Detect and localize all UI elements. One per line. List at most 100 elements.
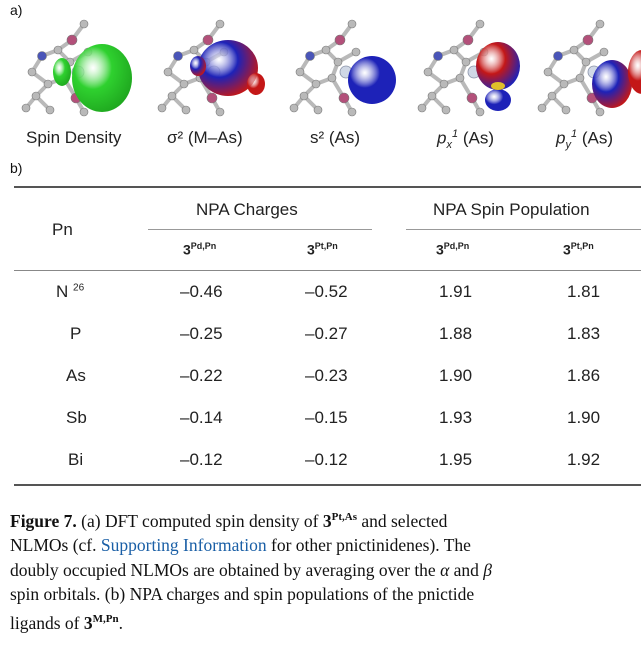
caption-text: doubly occupied NLMOs are obtained by av…	[10, 559, 441, 580]
orbital-caption-s: s² (As)	[310, 128, 361, 147]
compound-superscript: Pd,Pn	[443, 241, 470, 251]
px-as-orbital-image	[410, 12, 530, 122]
caption-line: NLMOs (cf. Supporting Information for ot…	[10, 533, 641, 558]
row-label-pn: N 26	[56, 282, 84, 302]
group-header-npa-spin-population: NPA Spin Population	[433, 200, 590, 219]
orbital-symbol: p	[556, 128, 566, 148]
orbital-atom: (As)	[577, 128, 613, 148]
caption-text: .	[118, 612, 123, 633]
group-rule-spin	[406, 229, 641, 230]
column-header-pn: Pn	[52, 220, 73, 239]
spin-lobe	[72, 44, 132, 112]
pn-symbol: Sb	[66, 408, 87, 427]
orbital-subscript: y	[565, 139, 571, 152]
compound-number: 3	[436, 241, 444, 258]
orbital-lobe-positive	[198, 40, 258, 96]
compound-ref: 3	[83, 612, 93, 633]
compound-number: 3	[563, 241, 571, 258]
pn-symbol: As	[66, 366, 86, 385]
table-cell: –0.25	[180, 324, 223, 343]
table-cell: 1.86	[567, 366, 601, 385]
table-cell: –0.22	[180, 366, 223, 385]
orbital-lobe-negative	[247, 73, 265, 95]
sigma-m-as-orbital-image	[150, 12, 270, 122]
compound-number: 3	[307, 241, 315, 258]
compound-superscript: Pt,Pn	[570, 241, 594, 251]
pn-symbol: N	[56, 282, 69, 301]
table-cell: 1.91	[439, 282, 473, 301]
pn-symbol: P	[70, 324, 82, 343]
orbital-lobe-negative	[476, 42, 520, 90]
table-cell: –0.46	[180, 282, 223, 301]
panel-a-label: a)	[10, 2, 23, 18]
orbital-subscript: x	[446, 139, 452, 152]
caption-text: and selected	[356, 510, 448, 531]
orbital-lobe	[348, 56, 396, 104]
table-cell: 1.92	[567, 450, 601, 469]
caption-line: spin orbitals. (b) NPA charges and spin …	[10, 584, 475, 605]
orbital-lobe-positive	[190, 56, 206, 76]
table-cell: –0.52	[305, 282, 348, 301]
caption-text: NLMOs (cf.	[10, 535, 101, 556]
caption-text: ligands of	[10, 612, 84, 633]
compound-number: 3	[183, 241, 191, 258]
panel-b-label: b)	[10, 160, 23, 176]
table-cell: –0.12	[305, 450, 348, 469]
table-top-rule	[14, 186, 641, 188]
group-rule-charges	[148, 229, 372, 230]
compound-superscript: Pd,Pn	[190, 241, 217, 251]
orbital-symbol: p	[437, 128, 447, 148]
column-header: 3Pd,Pn	[183, 241, 216, 258]
table-cell: 1.90	[439, 366, 473, 385]
spin-density-image	[14, 12, 134, 122]
orbital-caption-py: py1 (As)	[556, 128, 613, 151]
compound-ref: 3	[322, 510, 332, 531]
figure-label: Figure 7.	[10, 510, 77, 531]
column-header: 3Pd,Pn	[436, 241, 469, 258]
table-cell: 1.83	[567, 324, 601, 343]
reference-superscript: 26	[73, 282, 85, 294]
alpha-symbol: α	[440, 559, 450, 580]
row-label-pn: Bi	[68, 450, 83, 470]
table-cell: –0.27	[305, 324, 348, 343]
s-as-orbital-image	[282, 12, 402, 122]
compound-superscript: Pt,Pn	[314, 241, 338, 251]
orbital-lobe-positive	[592, 60, 632, 108]
orbital-superscript: 1	[570, 128, 578, 140]
group-header-npa-charges: NPA Charges	[196, 200, 298, 219]
table-cell: –0.12	[180, 450, 223, 469]
caption-line: ligands of 3M,Pn.	[10, 607, 641, 635]
orbital-caption-spin-density: Spin Density	[26, 128, 122, 147]
table-cell: 1.93	[439, 408, 473, 427]
table-cell: 1.95	[439, 450, 473, 469]
row-label-pn: P	[70, 324, 81, 344]
row-label-pn: Sb	[66, 408, 87, 428]
orbital-caption-px: px1 (As)	[437, 128, 494, 151]
row-label-pn: As	[66, 366, 86, 386]
table-cell: 1.88	[439, 324, 473, 343]
orbital-caption-sigma: σ² (M–As)	[167, 128, 243, 147]
caption-line: doubly occupied NLMOs are obtained by av…	[10, 558, 641, 583]
caption-text: for other pnictinidenes). The	[266, 535, 471, 556]
pn-symbol: Bi	[68, 450, 84, 469]
caption-line: Figure 7. (a) DFT computed spin density …	[10, 505, 641, 533]
table-cell: 1.81	[567, 282, 601, 301]
compound-ref-superscript: M,Pn	[92, 612, 119, 625]
orbital-lobe-negative	[628, 50, 641, 94]
orbital-atom: (As)	[458, 128, 494, 148]
supporting-information-link[interactable]: Supporting Information	[100, 535, 267, 556]
beta-symbol: β	[483, 559, 493, 580]
table-cell: –0.23	[305, 366, 348, 385]
orbital-lobe-positive	[485, 89, 511, 111]
caption-text: and	[449, 559, 484, 580]
figure-caption: Figure 7. (a) DFT computed spin density …	[10, 505, 641, 635]
column-header: 3Pt,Pn	[307, 241, 338, 258]
spin-lobe	[53, 58, 71, 86]
table-cell: –0.15	[305, 408, 348, 427]
table-bottom-rule	[14, 484, 641, 486]
table-header-rule	[14, 270, 641, 271]
table-cell: –0.14	[180, 408, 223, 427]
table-cell: 1.90	[567, 408, 601, 427]
orbital-node	[491, 82, 505, 90]
column-header: 3Pt,Pn	[563, 241, 594, 258]
